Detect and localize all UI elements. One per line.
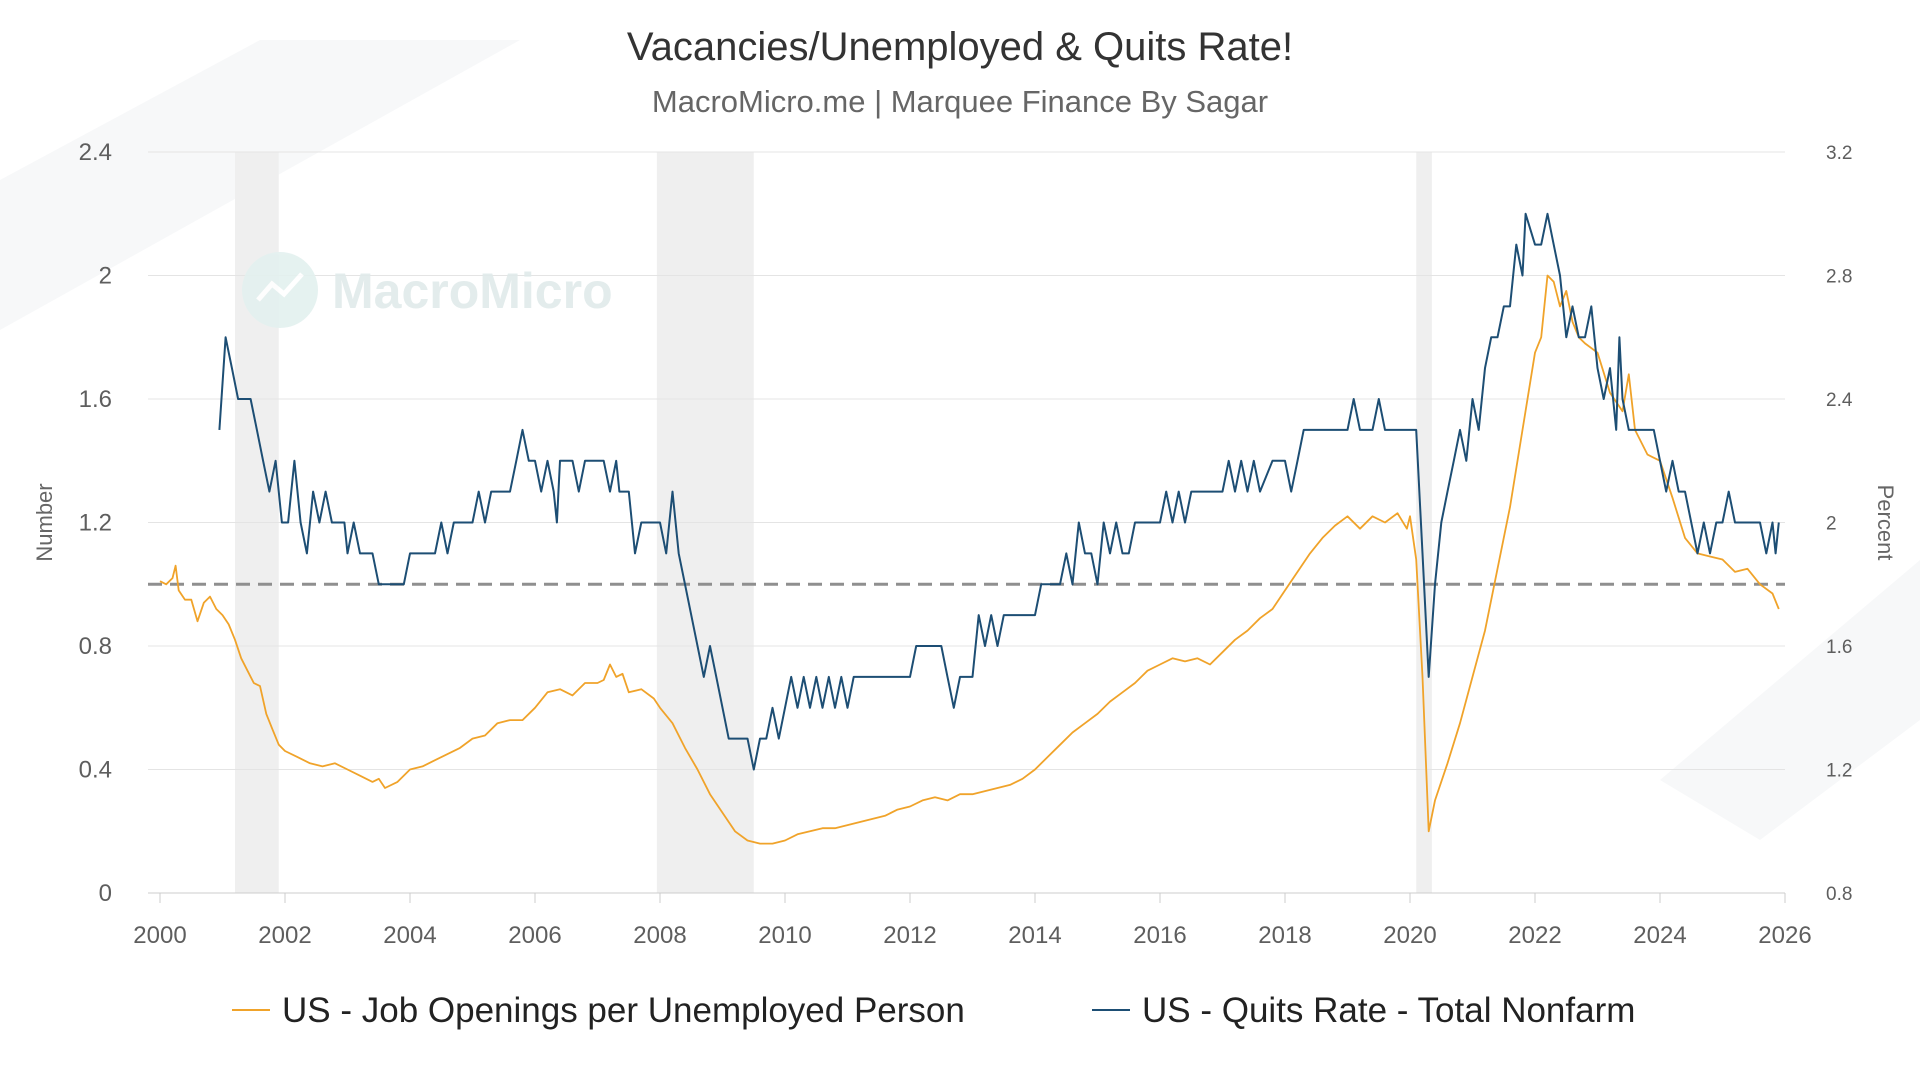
background-shapes bbox=[0, 40, 1920, 840]
quits-rate-line bbox=[218, 212, 1780, 771]
y-right-tick-label: 2.4 bbox=[1826, 390, 1853, 411]
y-left-tick-label: 2.4 bbox=[79, 139, 112, 166]
legend-item[interactable]: US - Quits Rate - Total Nonfarm bbox=[1092, 991, 1635, 1030]
y-right-tick-label: 1.2 bbox=[1826, 761, 1852, 782]
y-axis-right-title: Percent bbox=[1873, 485, 1898, 561]
x-tick-label: 2022 bbox=[1508, 922, 1561, 949]
x-tick-label: 2014 bbox=[1008, 922, 1061, 949]
x-tick-label: 2018 bbox=[1258, 922, 1311, 949]
legend-label: US - Quits Rate - Total Nonfarm bbox=[1142, 991, 1635, 1030]
x-tick-label: 2026 bbox=[1758, 922, 1811, 949]
x-tick-label: 2004 bbox=[383, 922, 436, 949]
y-right-tick-label: 1.6 bbox=[1826, 637, 1852, 658]
y-right-tick-label: 0.8 bbox=[1826, 884, 1852, 905]
watermark: MacroMicro bbox=[242, 252, 613, 328]
y-left-tick-label: 1.2 bbox=[79, 510, 112, 537]
x-tick-label: 2024 bbox=[1633, 922, 1686, 949]
x-tick-label: 2006 bbox=[508, 922, 561, 949]
y-left-tick-label: 1.6 bbox=[79, 386, 112, 413]
y-left-tick-label: 0 bbox=[99, 880, 112, 907]
x-tick-label: 2016 bbox=[1133, 922, 1186, 949]
y-left-tick-label: 0.4 bbox=[79, 757, 112, 784]
y-axis-left-title: Number bbox=[32, 483, 57, 561]
axes: 0 0.4 0.8 1.2 1.6 2 2.4 0.8 1.2 1.6 2 2.4 2.8 3.2 2000… bbox=[79, 139, 1853, 949]
x-tick-label: 2000 bbox=[133, 922, 186, 949]
y-left-tick-label: 0.8 bbox=[79, 633, 112, 660]
y-right-tick-label: 2.8 bbox=[1826, 267, 1852, 288]
x-tick-label: 2010 bbox=[758, 922, 811, 949]
x-tick-label: 2002 bbox=[258, 922, 311, 949]
y-left-tick-label: 2 bbox=[99, 263, 112, 290]
legend[interactable]: US - Job Openings per Unemployed Person U… bbox=[232, 991, 1635, 1030]
watermark-text: MacroMicro bbox=[332, 263, 613, 319]
watermark-logo-mark bbox=[256, 272, 304, 302]
y-right-tick-label: 2 bbox=[1826, 514, 1837, 535]
x-tick-label: 2008 bbox=[633, 922, 686, 949]
legend-item[interactable]: US - Job Openings per Unemployed Person bbox=[232, 991, 965, 1030]
chart-subtitle: MacroMicro.me | Marquee Finance By Sagar bbox=[652, 84, 1268, 119]
job-openings-line bbox=[159, 274, 1780, 845]
legend-label: US - Job Openings per Unemployed Person bbox=[282, 991, 965, 1030]
y-right-tick-label: 3.2 bbox=[1826, 143, 1852, 164]
x-tick-label: 2020 bbox=[1383, 922, 1436, 949]
chart-title: Vacancies/Unemployed & Quits Rate! bbox=[627, 25, 1293, 69]
series-lines bbox=[159, 212, 1780, 845]
x-tick-label: 2012 bbox=[883, 922, 936, 949]
